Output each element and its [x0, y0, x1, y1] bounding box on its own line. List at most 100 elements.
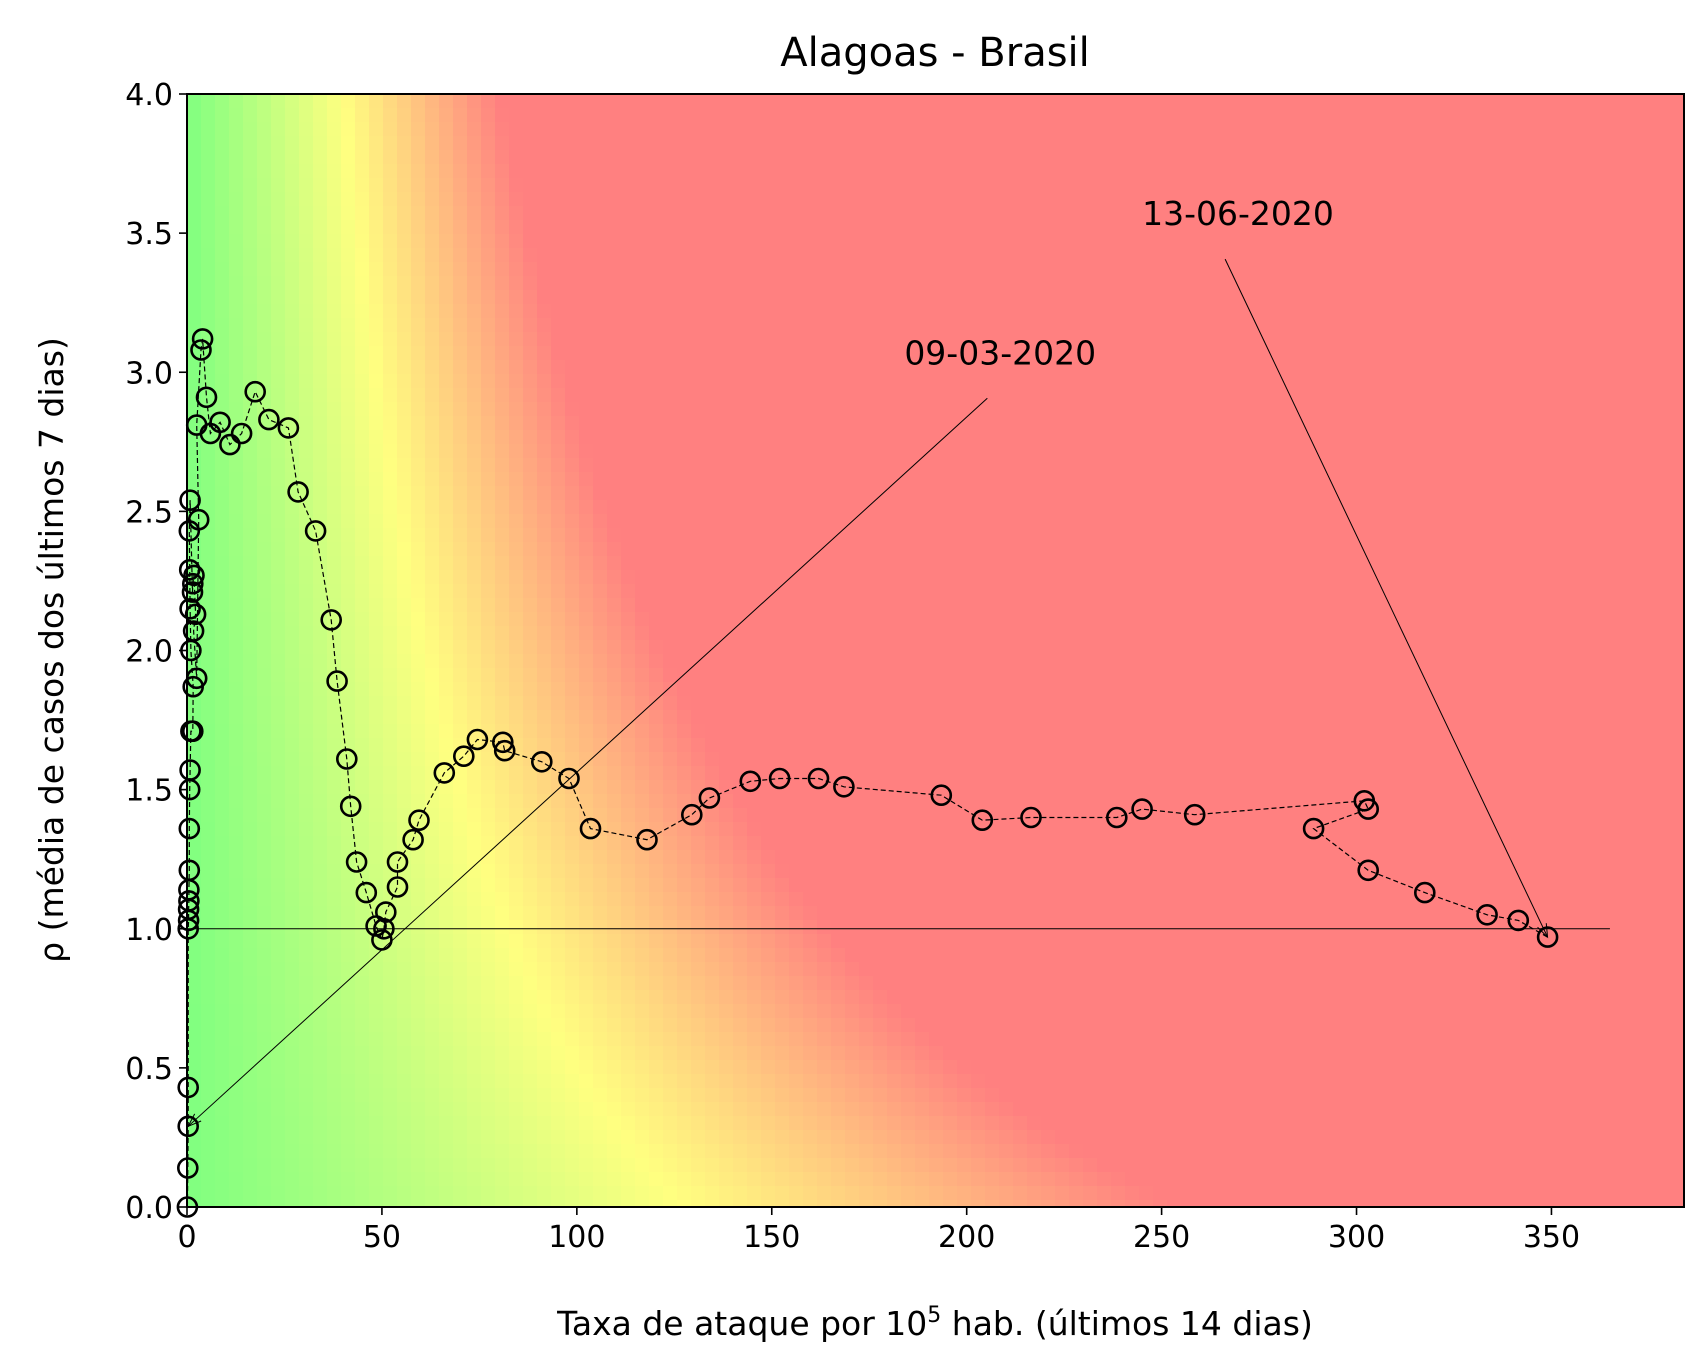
background-cell: [369, 766, 384, 781]
background-cell: [915, 794, 930, 809]
background-cell: [957, 1172, 972, 1187]
background-cell: [635, 598, 650, 613]
background-cell: [467, 374, 482, 389]
background-cell: [691, 192, 706, 207]
background-cell: [565, 108, 580, 123]
background-cell: [453, 192, 468, 207]
background-cell: [313, 262, 328, 277]
background-cell: [943, 808, 958, 823]
background-cell: [1041, 654, 1056, 669]
background-cell: [761, 668, 776, 683]
background-cell: [957, 640, 972, 655]
background-cell: [901, 164, 916, 179]
background-cell: [425, 556, 440, 571]
background-cell: [313, 472, 328, 487]
background-cell: [873, 906, 888, 921]
background-cell: [229, 794, 244, 809]
background-cell: [551, 486, 566, 501]
background-cell: [845, 640, 860, 655]
background-cell: [957, 262, 972, 277]
background-cell: [537, 612, 552, 627]
background-cell: [985, 1144, 1000, 1159]
plot-background: [187, 94, 1684, 1207]
background-cell: [761, 1088, 776, 1103]
background-cell: [187, 1004, 202, 1019]
background-cell: [1041, 1088, 1056, 1103]
background-cell: [663, 976, 678, 991]
background-cell: [761, 500, 776, 515]
background-cell: [985, 934, 1000, 949]
background-cell: [425, 234, 440, 249]
background-cell: [257, 290, 272, 305]
background-cell: [831, 192, 846, 207]
background-cell: [215, 808, 230, 823]
background-cell: [397, 150, 412, 165]
background-cell: [663, 1144, 678, 1159]
background-cell: [887, 1060, 902, 1075]
background-cell: [257, 416, 272, 431]
background-cell: [1027, 892, 1042, 907]
background-cell: [901, 1074, 916, 1089]
background-cell: [411, 752, 426, 767]
background-cell: [523, 584, 538, 599]
background-cell: [467, 696, 482, 711]
background-cell: [593, 528, 608, 543]
background-cell: [341, 276, 356, 291]
background-cell: [327, 906, 342, 921]
background-cell: [187, 290, 202, 305]
background-cell: [425, 710, 440, 725]
background-cell: [467, 402, 482, 417]
background-cell: [831, 164, 846, 179]
background-cell: [943, 962, 958, 977]
background-cell: [383, 122, 398, 137]
background-cell: [649, 626, 664, 641]
background-cell: [551, 906, 566, 921]
background-cell: [369, 598, 384, 613]
background-cell: [663, 766, 678, 781]
background-cell: [383, 752, 398, 767]
background-cell: [271, 458, 286, 473]
background-cell: [411, 150, 426, 165]
background-cell: [481, 682, 496, 697]
background-cell: [201, 122, 216, 137]
background-cell: [481, 808, 496, 823]
background-cell: [355, 178, 370, 193]
background-cell: [929, 430, 944, 445]
background-cell: [453, 640, 468, 655]
background-cell: [803, 920, 818, 935]
background-cell: [971, 94, 986, 109]
background-cell: [453, 948, 468, 963]
background-cell: [747, 808, 762, 823]
background-cell: [1041, 990, 1056, 1005]
background-cell: [509, 178, 524, 193]
background-cell: [313, 1004, 328, 1019]
background-cell: [817, 1200, 832, 1207]
background-cell: [383, 990, 398, 1005]
background-cell: [285, 682, 300, 697]
background-cell: [453, 164, 468, 179]
background-cell: [271, 738, 286, 753]
background-cell: [887, 486, 902, 501]
background-cell: [551, 206, 566, 221]
background-cell: [663, 262, 678, 277]
background-cell: [915, 1200, 930, 1207]
background-cell: [369, 486, 384, 501]
background-cell: [439, 262, 454, 277]
background-cell: [215, 1144, 230, 1159]
background-cell: [845, 444, 860, 459]
background-cell: [635, 626, 650, 641]
background-cell: [789, 976, 804, 991]
background-cell: [873, 1158, 888, 1173]
background-cell: [537, 640, 552, 655]
background-cell: [747, 346, 762, 361]
background-cell: [397, 1004, 412, 1019]
background-cell: [439, 458, 454, 473]
background-cell: [761, 192, 776, 207]
background-cell: [845, 836, 860, 851]
background-cell: [929, 1032, 944, 1047]
background-cell: [803, 150, 818, 165]
background-cell: [1055, 94, 1070, 109]
background-cell: [635, 710, 650, 725]
background-cell: [1013, 472, 1028, 487]
background-cell: [257, 976, 272, 991]
